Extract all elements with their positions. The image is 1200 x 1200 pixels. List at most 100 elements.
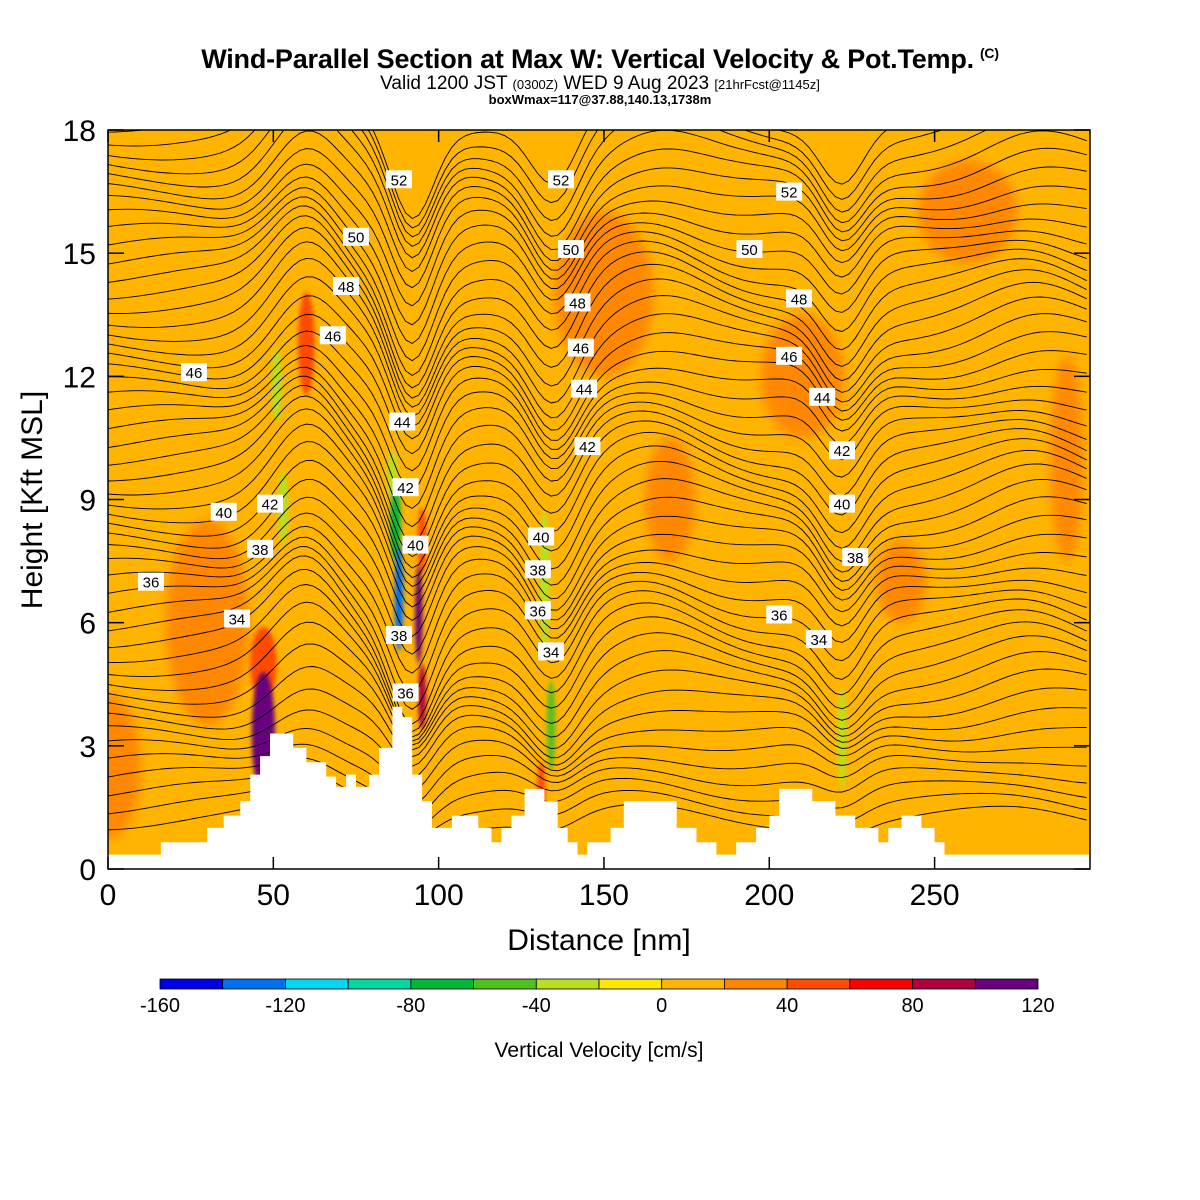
theta-contour bbox=[108, 295, 1087, 440]
contour-label: 38 bbox=[524, 560, 551, 579]
theta-contour bbox=[108, 196, 1087, 362]
contour-label: 36 bbox=[137, 572, 164, 592]
contour-label: 52 bbox=[776, 182, 803, 202]
svg-text:48: 48 bbox=[338, 279, 355, 296]
contour-label: 48 bbox=[786, 289, 813, 308]
theta-contour bbox=[108, 441, 1087, 597]
svg-text:42: 42 bbox=[262, 497, 279, 514]
contour-label: 40 bbox=[829, 494, 856, 514]
svg-text:40: 40 bbox=[407, 538, 424, 555]
theta-contour bbox=[108, 276, 1087, 428]
theta-contour bbox=[108, 408, 1087, 579]
forecast-info: [21hrFcst@1145z] bbox=[714, 77, 820, 92]
theta-contour bbox=[108, 130, 1087, 259]
colorbar-segment bbox=[849, 978, 913, 990]
contour-label: 38 bbox=[385, 625, 412, 645]
svg-text:48: 48 bbox=[569, 295, 586, 312]
svg-text:34: 34 bbox=[543, 644, 560, 661]
velocity-feature bbox=[837, 686, 847, 789]
contour-label: 46 bbox=[180, 363, 207, 382]
contour-label: 40 bbox=[528, 527, 555, 546]
x-tick-label: 250 bbox=[910, 879, 960, 912]
contour-label: 44 bbox=[809, 387, 836, 407]
svg-text:52: 52 bbox=[553, 172, 570, 189]
contour-label: 36 bbox=[392, 683, 419, 702]
colorbar-tick-label: 0 bbox=[656, 995, 667, 1017]
x-tick-label: 0 bbox=[100, 879, 117, 912]
copyright-mark: (C) bbox=[979, 45, 999, 61]
y-tick-label: 3 bbox=[79, 731, 96, 764]
theta-contour bbox=[108, 241, 1087, 408]
x-tick-label: 200 bbox=[744, 879, 794, 912]
velocity-feature bbox=[645, 437, 695, 562]
contour-label: 40 bbox=[210, 502, 237, 522]
x-tick-label: 150 bbox=[579, 879, 629, 912]
contour-label: 48 bbox=[564, 293, 591, 312]
contour-label: 44 bbox=[571, 379, 598, 399]
theta-contour bbox=[108, 643, 1087, 751]
colorbar-segment bbox=[410, 978, 474, 990]
theta-contour bbox=[108, 215, 1087, 389]
x-axis-label: Distance [nm] bbox=[507, 924, 690, 957]
y-tick-label: 6 bbox=[79, 608, 96, 641]
theta-contour bbox=[108, 187, 1087, 345]
y-tick-label: 18 bbox=[63, 115, 96, 148]
theta-contour bbox=[108, 313, 1087, 455]
theta-contour bbox=[108, 330, 1087, 472]
colorbar-segment bbox=[473, 978, 537, 990]
theta-contour bbox=[108, 130, 1087, 273]
svg-text:50: 50 bbox=[563, 242, 580, 259]
contour-label: 34 bbox=[538, 642, 565, 661]
contour-label: 42 bbox=[392, 478, 419, 497]
svg-text:42: 42 bbox=[579, 439, 596, 456]
theta-contour bbox=[108, 366, 1087, 528]
theta-contour bbox=[108, 148, 1087, 289]
svg-text:46: 46 bbox=[324, 328, 341, 345]
svg-text:34: 34 bbox=[811, 632, 828, 649]
contour-label: 42 bbox=[257, 494, 284, 514]
theta-contour bbox=[108, 423, 1087, 588]
contour-label: 36 bbox=[524, 601, 551, 620]
svg-text:44: 44 bbox=[814, 390, 831, 407]
contour-label: 46 bbox=[567, 338, 594, 358]
svg-text:38: 38 bbox=[847, 550, 864, 567]
contour-label: 40 bbox=[402, 535, 429, 555]
contour-label: 38 bbox=[247, 539, 274, 559]
contour-label: 46 bbox=[776, 346, 803, 366]
valid-date: WED 9 Aug 2023 bbox=[563, 73, 710, 94]
svg-text:46: 46 bbox=[186, 365, 203, 382]
theta-contour bbox=[108, 601, 1087, 742]
contour-label: 34 bbox=[223, 609, 250, 629]
svg-text:52: 52 bbox=[391, 172, 408, 189]
colorbar-tick-label: -80 bbox=[396, 995, 425, 1017]
colorbar: -160 -120 -80 -40 0 40 80 120 bbox=[140, 978, 1055, 1017]
theta-contour bbox=[108, 478, 1087, 621]
contour-label: 48 bbox=[333, 277, 360, 296]
velocity-feature bbox=[1050, 355, 1084, 562]
theta-contour bbox=[108, 344, 1087, 490]
velocity-feature bbox=[546, 680, 556, 771]
colorbar-tick-label: -120 bbox=[265, 995, 305, 1017]
colorbar-segment bbox=[535, 978, 600, 990]
theta-contour bbox=[108, 666, 1087, 759]
theta-contour bbox=[108, 130, 988, 238]
theta-contour bbox=[108, 546, 1087, 710]
velocity-feature bbox=[278, 470, 289, 545]
velocity-feature bbox=[250, 626, 277, 701]
y-tick-label: 12 bbox=[63, 361, 96, 394]
y-tick-label: 9 bbox=[79, 485, 96, 518]
theta-contour bbox=[108, 555, 1087, 725]
theta-contour bbox=[108, 205, 1087, 377]
contour-label: 46 bbox=[319, 326, 346, 345]
svg-text:46: 46 bbox=[572, 341, 589, 358]
colorbar-segment bbox=[661, 978, 725, 990]
velocity-feature bbox=[761, 314, 844, 438]
svg-text:36: 36 bbox=[529, 603, 546, 620]
theta-contour bbox=[108, 356, 1087, 509]
svg-text:38: 38 bbox=[529, 562, 546, 579]
svg-text:38: 38 bbox=[252, 542, 269, 559]
colorbar-segment bbox=[285, 978, 349, 990]
colorbar-segment bbox=[724, 978, 788, 990]
theta-contour bbox=[108, 257, 1087, 417]
